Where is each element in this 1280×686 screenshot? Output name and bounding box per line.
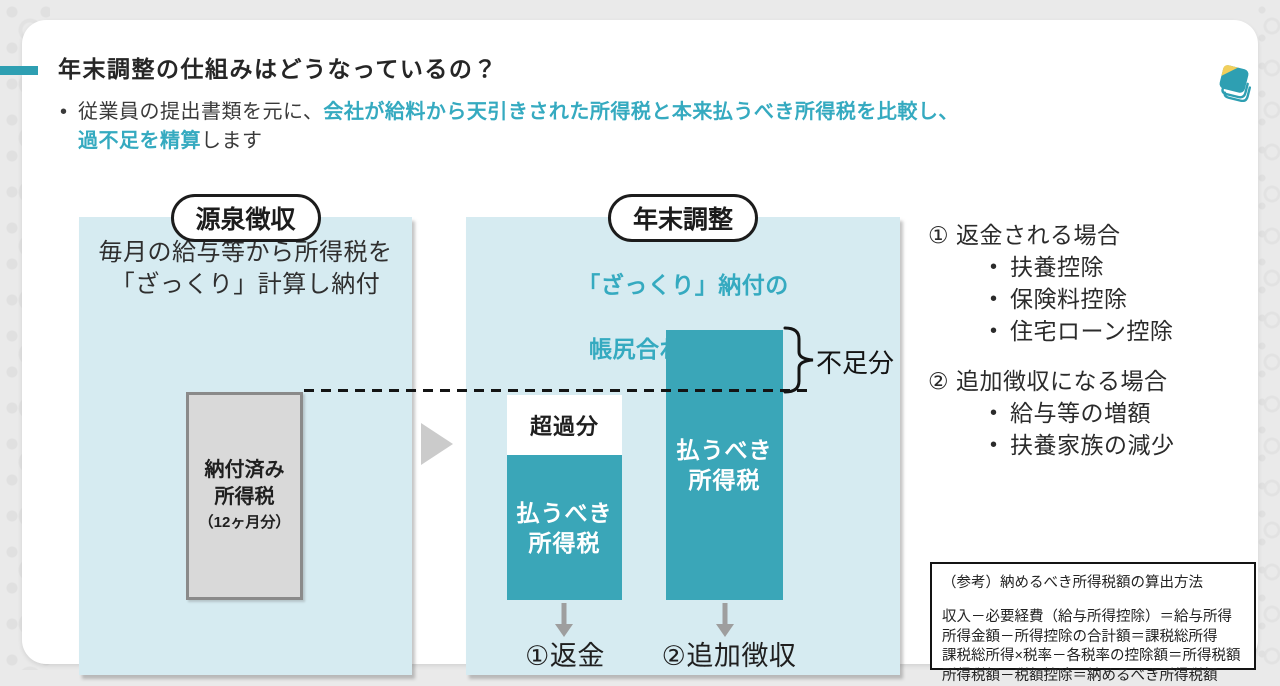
refund-arrow-icon (555, 603, 573, 637)
list-item: • 給与等の増額 (928, 397, 1175, 429)
reference-line-3: 課税総所得×税率－各税率の控除額＝所得税額 (942, 647, 1244, 667)
refund-label: ①返金 (525, 634, 605, 673)
intro-line-2: 過不足を精算します (60, 127, 959, 156)
page-title: 年末調整の仕組みはどうなっているの？ (58, 50, 498, 84)
case2-item-1: 給与等の増額 (1010, 397, 1151, 429)
paid-tax-box: 納付済み 所得税 （12ヶ月分） (186, 392, 303, 600)
shortage-bracket-icon (782, 325, 816, 400)
case2-item-2: 扶養家族の減少 (1010, 429, 1175, 461)
intro-line2-dark: します (201, 130, 263, 152)
withholding-description: 毎月の給与等から所得税を 「ざっくり」計算し納付 (79, 237, 412, 301)
reference-title: （参考）納めるべき所得税額の算出方法 (942, 571, 1244, 592)
bullet-icon: • (990, 251, 1010, 283)
withholding-panel: 源泉徴収 毎月の給与等から所得税を 「ざっくり」計算し納付 納付済み 所得税 （… (79, 217, 412, 675)
case1-item-1: 扶養控除 (1010, 251, 1104, 283)
case2-title: ② 追加徴収になる場合 (928, 365, 1175, 397)
surcharge-label: ②追加徴収 (662, 634, 797, 673)
surcharge-arrow-icon (716, 603, 734, 637)
bullet-icon: • (60, 98, 78, 127)
intro-line1-teal: 会社が給料から天引きされた所得税と本来払うべき所得税を比較し、 (323, 101, 959, 123)
reference-line-1: 収入－必要経費（給与所得控除）＝給与所得 (942, 608, 1244, 628)
bullet-icon: • (990, 283, 1010, 315)
cases-list: ① 返金される場合 • 扶養控除 • 保険料控除 • 住宅ローン控除 ② 追加徴… (928, 219, 1175, 461)
overpaid-tax-bar: 超過分 払うべき 所得税 (507, 395, 622, 600)
intro-text: •従業員の提出書類を元に、会社が給料から天引きされた所得税と本来払うべき所得税を… (60, 98, 959, 156)
title-accent-bar (0, 66, 38, 75)
withholding-badge: 源泉徴収 (170, 194, 320, 242)
excess-segment: 超過分 (507, 395, 622, 455)
case2-group: ② 追加徴収になる場合 • 給与等の増額 • 扶養家族の減少 (928, 365, 1175, 461)
list-item: • 扶養家族の減少 (928, 429, 1175, 461)
bullet-icon: • (990, 315, 1010, 347)
reference-formula-box: （参考）納めるべき所得税額の算出方法 収入－必要経費（給与所得控除）＝給与所得 … (930, 562, 1256, 670)
intro-line1-dark: 従業員の提出書類を元に、 (78, 101, 323, 123)
due-tax-segment: 払うべき 所得税 (507, 455, 622, 600)
intro-line-1: •従業員の提出書類を元に、会社が給料から天引きされた所得税と本来払うべき所得税を… (60, 98, 959, 127)
due-tax-label-2: 払うべき 所得税 (677, 435, 773, 495)
case1-item-2: 保険料控除 (1010, 283, 1128, 315)
flow-arrow-icon (421, 423, 453, 465)
paid-level-dashed-line (304, 389, 812, 392)
adjustment-badge: 年末調整 (608, 194, 758, 242)
underpaid-tax-bar: 払うべき 所得税 (666, 330, 783, 600)
bullet-icon: • (990, 397, 1010, 429)
paid-tax-line3: （12ヶ月分） (199, 511, 291, 535)
paid-tax-line2: 所得税 (215, 484, 275, 511)
layered-documents-logo-icon (1214, 62, 1258, 107)
case1-title: ① 返金される場合 (928, 219, 1175, 251)
reference-line-4: 所得税額－税額控除＝納めるべき所得税額 (942, 667, 1244, 686)
adjustment-panel: 年末調整 「ざっくり」納付の 帳尻合わせを行う 超過分 払うべき 所得税 払うべ… (466, 217, 900, 675)
shortage-label: 不足分 (816, 343, 894, 380)
list-item: • 住宅ローン控除 (928, 315, 1175, 347)
adjustment-description-teal1: 「ざっくり」納付の (577, 272, 789, 298)
reference-line-2: 所得金額－所得控除の合計額＝課税総所得 (942, 628, 1244, 648)
due-tax-label-1: 払うべき 所得税 (517, 498, 613, 558)
bullet-icon: • (990, 429, 1010, 461)
case1-item-3: 住宅ローン控除 (1010, 315, 1173, 347)
list-item: • 保険料控除 (928, 283, 1175, 315)
list-item: • 扶養控除 (928, 251, 1175, 283)
intro-line2-teal: 過不足を精算 (78, 130, 201, 152)
paid-tax-line1: 納付済み (205, 457, 285, 484)
